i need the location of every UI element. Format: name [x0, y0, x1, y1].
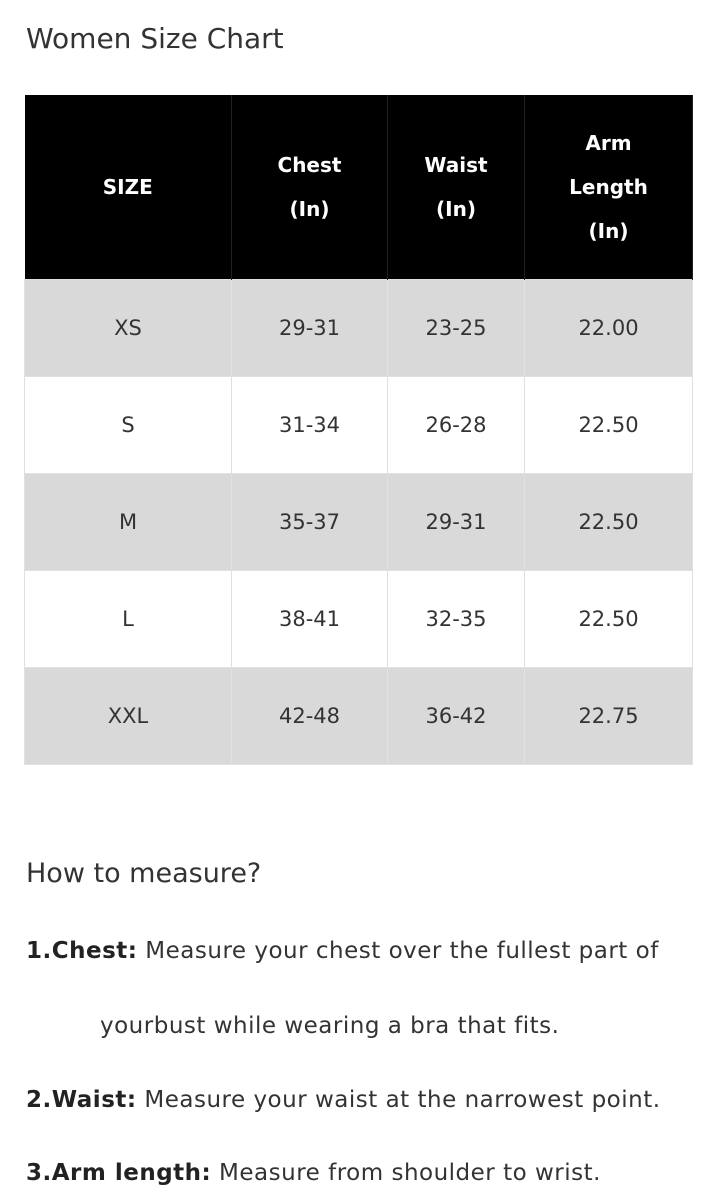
table-row: XXL 42-48 36-42 22.75: [24, 667, 693, 765]
measure-chest-cont: yourbust while wearing a bra that fits.: [100, 1013, 560, 1039]
measure-chest: 1.Chest: Measure your chest over the ful…: [26, 938, 659, 964]
header-size: SIZE: [24, 95, 232, 280]
table-cell: 26-28: [387, 376, 525, 474]
table-cell: XXL: [24, 667, 232, 765]
table-cell: L: [24, 570, 232, 668]
table-cell: 22.50: [524, 570, 693, 668]
header-row: SIZE Chest (In) Waist (In) Arm Length (In): [24, 95, 693, 280]
table-cell: 42-48: [231, 667, 388, 765]
table-cell: 36-42: [387, 667, 525, 765]
table-row: M 35-37 29-31 22.50: [24, 473, 693, 571]
page-title: Women Size Chart: [26, 22, 284, 55]
table-row: L 38-41 32-35 22.50: [24, 570, 693, 668]
table-cell: 31-34: [231, 376, 388, 474]
table-row: S 31-34 26-28 22.50: [24, 376, 693, 474]
size-chart-table: SIZE Chest (In) Waist (In) Arm Length (In) X…: [24, 95, 693, 765]
table-cell: 22.00: [524, 279, 693, 377]
header-chest: Chest (In): [231, 95, 388, 280]
table-cell: 29-31: [387, 473, 525, 571]
table-cell: 38-41: [231, 570, 388, 668]
table-cell: 23-25: [387, 279, 525, 377]
header-arm-length: Arm Length (In): [524, 95, 693, 280]
measure-arm: 3.Arm length: Measure from shoulder to w…: [26, 1160, 601, 1186]
table-cell: 32-35: [387, 570, 525, 668]
header-waist: Waist (In): [387, 95, 525, 280]
table-cell: 35-37: [231, 473, 388, 571]
table-cell: 22.75: [524, 667, 693, 765]
table-cell: 22.50: [524, 376, 693, 474]
how-to-measure-heading: How to measure?: [26, 858, 262, 889]
table-row: XS 29-31 23-25 22.00: [24, 279, 693, 377]
table-cell: 22.50: [524, 473, 693, 571]
table-cell: M: [24, 473, 232, 571]
table-cell: S: [24, 376, 232, 474]
measure-waist: 2.Waist: Measure your waist at the narro…: [26, 1087, 661, 1113]
table-cell: 29-31: [231, 279, 388, 377]
table-cell: XS: [24, 279, 232, 377]
